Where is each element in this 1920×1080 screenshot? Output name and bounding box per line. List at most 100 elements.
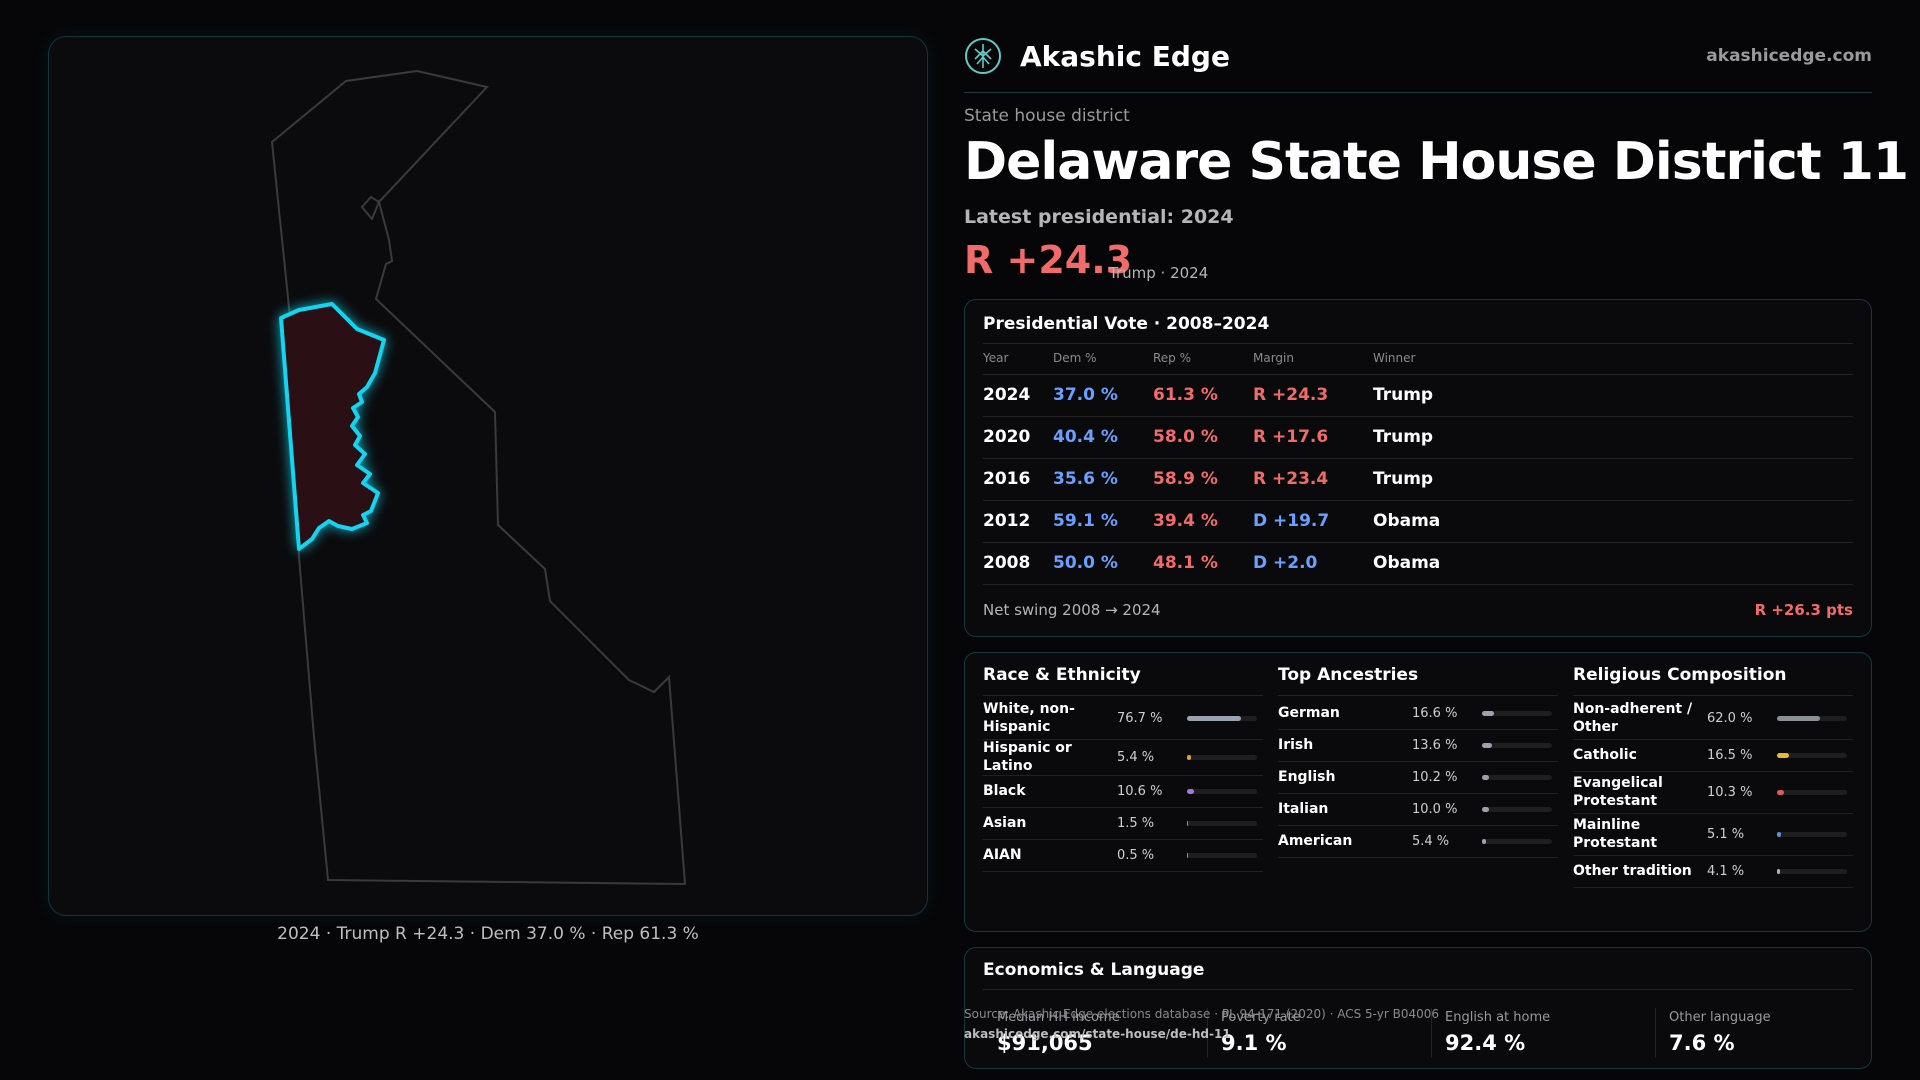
latest-margin-subtext: Trump · 2024 — [1109, 264, 1209, 282]
year-cell: 2008 — [983, 553, 1031, 573]
item-percent: 16.6 % — [1412, 706, 1458, 721]
item-label: Evangelical Protestant — [1573, 775, 1663, 809]
percent-bar — [1777, 790, 1847, 795]
religion-section: Religious Composition Non-adherent / Oth… — [1573, 665, 1853, 888]
stat-label: Other language — [1669, 1010, 1771, 1025]
item-label: White, non-Hispanic — [983, 701, 1075, 735]
item-percent: 10.2 % — [1412, 770, 1458, 785]
percent-bar-fill — [1187, 755, 1191, 760]
winner-cell: Trump — [1373, 469, 1434, 489]
table-row: 2008 50.0 % 48.1 % D +2.0 Obama — [983, 542, 1853, 584]
stat-label: Median HH income — [997, 1010, 1120, 1025]
net-swing-value: R +26.3 pts — [1754, 601, 1853, 619]
rep-cell: 58.0 % — [1153, 427, 1218, 447]
percent-bar — [1482, 743, 1552, 748]
winner-cell: Trump — [1373, 427, 1434, 447]
percent-bar-fill — [1187, 789, 1195, 794]
percent-bar — [1777, 869, 1847, 874]
item-label: Asian — [983, 814, 1027, 831]
item-percent: 16.5 % — [1707, 748, 1753, 763]
list-item: Irish 13.6 % — [1278, 730, 1558, 762]
winner-cell: Trump — [1373, 385, 1434, 405]
winner-cell: Obama — [1373, 511, 1441, 531]
race-list: White, non-Hispanic 76.7 % Hispanic or Lat… — [983, 698, 1263, 872]
table-row: 2016 35.6 % 58.9 % R +23.4 Trump — [983, 458, 1853, 500]
item-percent: 5.4 % — [1412, 834, 1450, 849]
col-head-rep: Rep % — [1153, 351, 1192, 365]
percent-bar — [1187, 716, 1257, 721]
list-item: White, non-Hispanic 76.7 % — [983, 698, 1263, 740]
item-label: Hispanic or Latino — [983, 740, 1072, 774]
list-item: Asian 1.5 % — [983, 808, 1263, 840]
percent-bar-fill — [1777, 790, 1785, 795]
percent-bar — [1482, 711, 1552, 716]
list-item: Hispanic or Latino 5.4 % — [983, 740, 1263, 776]
percent-bar-fill — [1777, 869, 1780, 874]
economics-card: Economics & Language Median HH income $9… — [964, 947, 1872, 1069]
rep-cell: 58.9 % — [1153, 469, 1218, 489]
list-item: AIAN 0.5 % — [983, 840, 1263, 872]
item-percent: 10.3 % — [1707, 785, 1753, 800]
district-map — [270, 69, 687, 886]
item-percent: 1.5 % — [1117, 816, 1155, 831]
divider — [1573, 695, 1853, 696]
year-cell: 2016 — [983, 469, 1031, 489]
list-item: German 16.6 % — [1278, 698, 1558, 730]
source-url-link[interactable]: akashicedge.com/state-house/de-hd-11 — [964, 1027, 1231, 1041]
item-label: Non-adherent / Other — [1573, 701, 1693, 735]
net-swing-label: Net swing 2008 → 2024 — [983, 601, 1161, 619]
list-item: Catholic 16.5 % — [1573, 740, 1853, 772]
divider — [983, 695, 1263, 696]
rep-cell: 61.3 % — [1153, 385, 1218, 405]
district-map-panel[interactable] — [48, 36, 928, 916]
item-percent: 0.5 % — [1117, 848, 1155, 863]
item-label: Italian — [1278, 800, 1329, 817]
item-label: Mainline Protestant — [1573, 817, 1658, 851]
divider — [983, 584, 1853, 585]
dem-cell: 59.1 % — [1053, 511, 1118, 531]
percent-bar — [1777, 832, 1847, 837]
economics-title: Economics & Language — [983, 960, 1205, 980]
rep-cell: 48.1 % — [1153, 553, 1218, 573]
percent-bar-fill — [1187, 821, 1189, 826]
stat-english-home: English at home 92.4 % — [1445, 1010, 1550, 1055]
latest-margin: R +24.3 — [964, 238, 1133, 282]
ancestry-section: Top Ancestries German 16.6 % Irish 13.6 % En… — [1278, 665, 1558, 858]
item-label: German — [1278, 704, 1340, 721]
list-item: Mainline Protestant 5.1 % — [1573, 814, 1853, 856]
percent-bar-fill — [1482, 743, 1492, 748]
district-type-label: State house district — [964, 106, 1130, 126]
brand[interactable]: Akashic Edge — [964, 36, 1230, 76]
percent-bar-fill — [1482, 711, 1494, 716]
tree-emblem-icon — [965, 38, 1001, 74]
stat-value: $91,065 — [997, 1031, 1093, 1055]
item-percent: 13.6 % — [1412, 738, 1458, 753]
divider — [1655, 1008, 1656, 1058]
religion-list: Non-adherent / Other 62.0 % Catholic 16.5 %… — [1573, 698, 1853, 888]
presidential-vote-card: Presidential Vote · 2008–2024 Year Dem %… — [964, 299, 1872, 637]
percent-bar-fill — [1777, 832, 1781, 837]
percent-bar — [1777, 716, 1847, 721]
col-head-year: Year — [983, 351, 1009, 365]
stat-label: English at home — [1445, 1010, 1551, 1025]
race-title: Race & Ethnicity — [983, 665, 1141, 685]
ancestry-title: Top Ancestries — [1278, 665, 1419, 685]
item-label: Other tradition — [1573, 862, 1692, 879]
dem-cell: 50.0 % — [1053, 553, 1118, 573]
list-item: Non-adherent / Other 62.0 % — [1573, 698, 1853, 740]
year-cell: 2024 — [983, 385, 1031, 405]
item-label: AIAN — [983, 846, 1022, 863]
state-outline — [270, 69, 687, 886]
demographics-card: Race & Ethnicity White, non-Hispanic 76.7… — [964, 652, 1872, 932]
percent-bar — [1187, 755, 1257, 760]
percent-bar-fill — [1777, 716, 1821, 721]
item-percent: 5.1 % — [1707, 827, 1745, 842]
percent-bar — [1187, 853, 1257, 858]
list-item: Other tradition 4.1 % — [1573, 856, 1853, 888]
item-percent: 10.6 % — [1117, 784, 1163, 799]
brand-name: Akashic Edge — [1020, 39, 1230, 73]
item-label: Irish — [1278, 736, 1314, 753]
margin-cell: D +2.0 — [1253, 553, 1318, 573]
source-line: Source: Akashic Edge elections database … — [964, 1007, 1440, 1021]
brand-url-link[interactable]: akashicedge.com — [1706, 46, 1872, 66]
